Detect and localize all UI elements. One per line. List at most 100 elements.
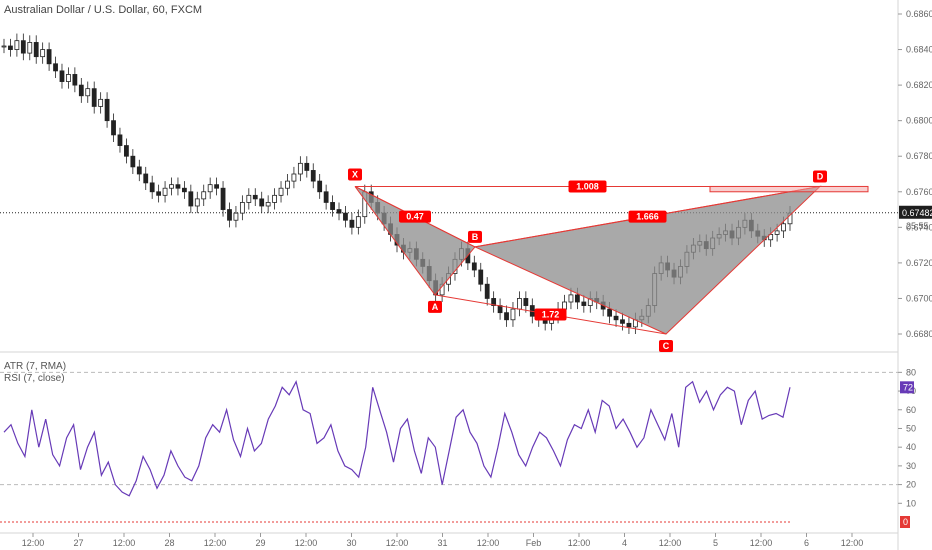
point-label-b: B	[472, 232, 479, 242]
candle-body	[504, 312, 509, 321]
point-badge-c	[659, 340, 673, 352]
ratio-badge	[534, 308, 567, 321]
candle-body	[111, 120, 116, 136]
time-tick-label: 12:00	[295, 538, 318, 548]
time-tick-label: 4	[622, 538, 627, 548]
candle-body	[98, 98, 104, 107]
atr-label[interactable]: ATR (7, RMA)	[4, 361, 67, 372]
time-tick-label: Feb	[526, 538, 542, 548]
target-zone	[709, 185, 869, 193]
rsi-tick-label: 20	[906, 480, 916, 490]
ratio-label: 1.72	[542, 309, 560, 319]
candle-body	[626, 322, 632, 328]
candle-body	[227, 209, 232, 221]
candle-body	[568, 294, 574, 303]
candle-body	[297, 162, 303, 175]
pattern-triangle-bcd	[473, 185, 822, 335]
candle-body	[233, 212, 239, 221]
time-tick-label: 12:00	[22, 538, 45, 548]
candle-body	[46, 49, 52, 65]
rsi-tick-label: 30	[906, 461, 916, 471]
rsi-tick-label: 40	[906, 442, 916, 452]
candle-body	[91, 88, 97, 107]
time-axis[interactable]: 12:00 27 12:00 28 12:00 29 12:00 30 12:00 31 12:00…	[22, 533, 864, 548]
candle-body	[169, 184, 174, 189]
candle-body	[8, 45, 13, 50]
candle-body	[349, 219, 355, 228]
time-tick-label: 31	[437, 538, 447, 548]
rsi-tick-label: 80	[906, 367, 916, 377]
candle-body	[310, 170, 316, 182]
candle-body	[523, 298, 529, 306]
atr-last-label: 0	[903, 517, 908, 527]
time-tick-label: 12:00	[113, 538, 136, 548]
last-price-label: 0.67482	[902, 208, 932, 218]
rsi-last-badge	[900, 381, 914, 394]
time-tick-label: 28	[164, 538, 174, 548]
candle-body	[214, 184, 220, 189]
time-tick-label: 12:00	[204, 538, 227, 548]
harmonic-pattern[interactable]: X A B C D 0.47 1.72 1.666 1.008	[348, 168, 869, 352]
candle-body	[246, 194, 252, 203]
candle-body	[143, 173, 149, 184]
candle-body	[336, 209, 342, 214]
candle-body	[124, 145, 129, 157]
point-label-d: D	[817, 171, 824, 181]
rsi-tick-label: 10	[906, 498, 916, 508]
candle-body	[317, 180, 323, 193]
candle-body	[85, 88, 91, 97]
candle-body	[613, 315, 619, 321]
candle-body	[27, 42, 33, 54]
candle-body	[188, 191, 194, 207]
candle-body	[14, 40, 20, 50]
candle-body	[78, 84, 84, 97]
candle-body	[72, 74, 78, 86]
point-label-c: C	[663, 341, 670, 351]
candle-body	[117, 134, 123, 146]
candle-body	[239, 202, 245, 214]
candle-body	[156, 191, 162, 196]
chart-title: Australian Dollar / U.S. Dollar, 60, FXC…	[4, 4, 203, 16]
ratio-label: 1.008	[576, 181, 599, 191]
candle-body	[768, 234, 774, 241]
candle-body	[175, 184, 181, 189]
rsi-tick-label: 60	[906, 405, 916, 415]
candle-body	[33, 42, 39, 58]
candle-body	[53, 63, 58, 72]
candle-body	[272, 194, 277, 203]
rsi-last-label: 72	[903, 382, 913, 392]
time-tick-label: 12:00	[568, 538, 591, 548]
time-tick-label: 6	[804, 538, 809, 548]
candle-body	[581, 301, 587, 306]
candle-body	[40, 49, 46, 58]
candle-body	[259, 198, 265, 207]
candle-body	[20, 40, 26, 54]
candle-body	[484, 283, 490, 299]
candle-body	[66, 74, 71, 82]
pattern-triangle-xab	[354, 185, 476, 296]
ratio-badge	[628, 210, 667, 223]
candle-body	[510, 308, 516, 321]
candle-body	[201, 191, 207, 200]
rsi-line	[3, 380, 791, 497]
candle-body	[278, 187, 284, 196]
point-label-a: A	[432, 302, 439, 312]
candle-body	[207, 184, 213, 193]
rsi-label[interactable]: RSI (7, close)	[4, 373, 65, 384]
candle-body	[181, 187, 187, 193]
candle-body	[136, 166, 142, 175]
candle-body	[220, 187, 226, 210]
atr-last-badge	[900, 516, 910, 528]
ratio-label: 0.47	[406, 212, 424, 222]
candle-body	[343, 212, 348, 221]
last-price-badge	[899, 205, 932, 219]
time-tick-label: 12:00	[386, 538, 409, 548]
time-tick-label: 12:00	[659, 538, 682, 548]
countdown-label: 25:55	[906, 221, 929, 231]
ratio-badge	[568, 180, 607, 193]
